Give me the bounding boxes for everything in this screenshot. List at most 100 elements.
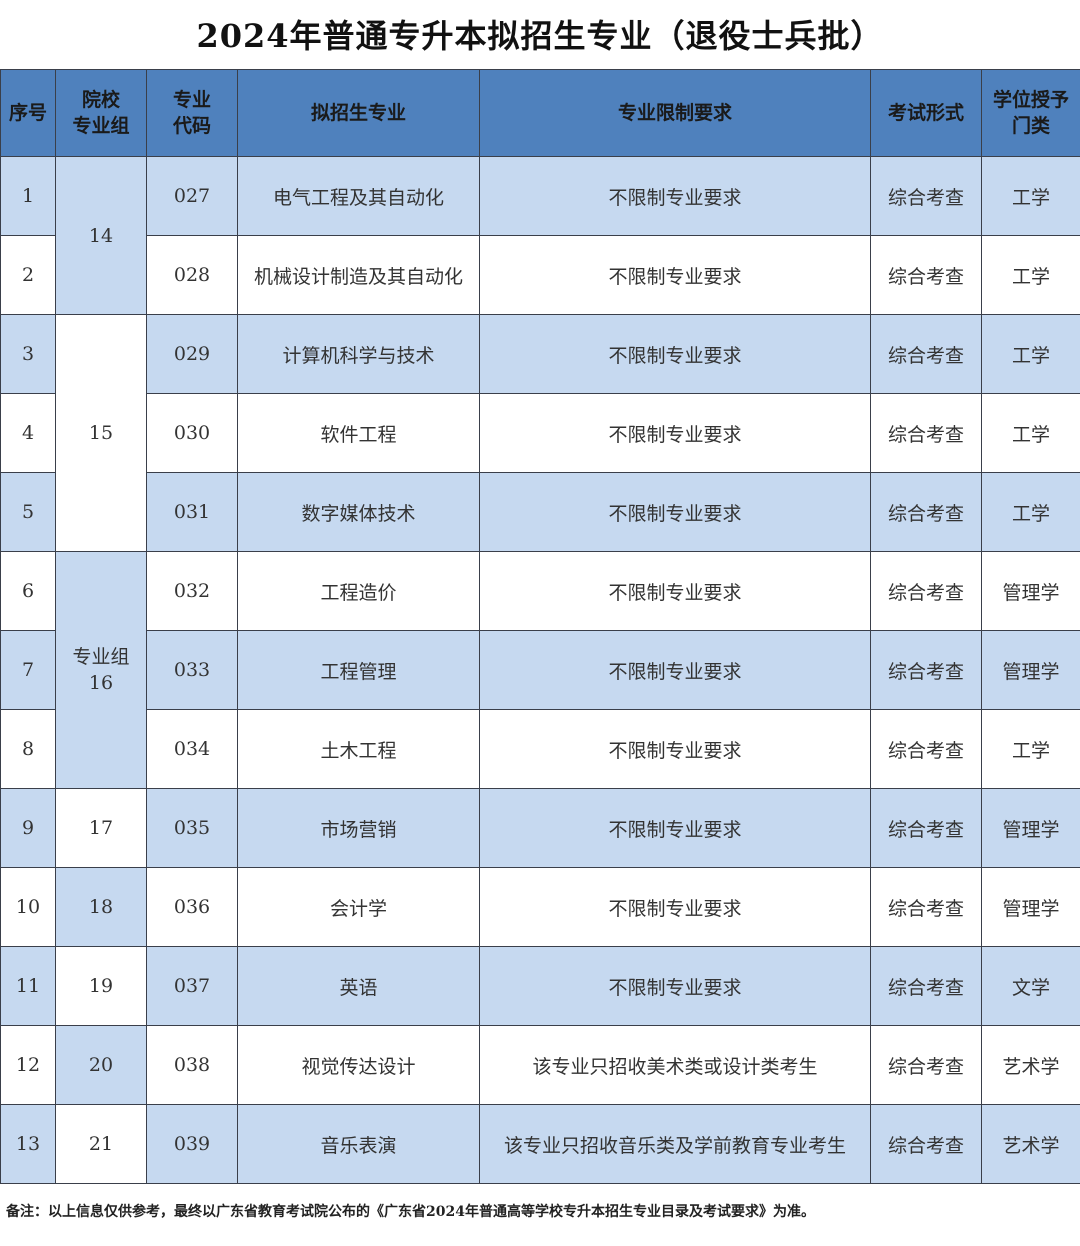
header-exam: 考试形式 bbox=[870, 69, 982, 157]
cell-exam: 综合考查 bbox=[870, 1025, 982, 1105]
cell-group: 18 bbox=[55, 867, 147, 947]
header-major: 拟招生专业 bbox=[237, 69, 480, 157]
cell-code: 032 bbox=[146, 551, 238, 631]
cell-major: 工程造价 bbox=[237, 551, 480, 631]
cell-index: 3 bbox=[0, 314, 56, 394]
table-row: 13 21 039 音乐表演 该专业只招收音乐类及学前教育专业考生 综合考查 艺术学 bbox=[0, 1104, 1080, 1184]
header-group: 院校 专业组 bbox=[55, 69, 147, 157]
cell-code: 036 bbox=[146, 867, 238, 947]
cell-index: 10 bbox=[0, 867, 56, 947]
cell-group: 专业组 16 bbox=[55, 551, 147, 789]
cell-code: 029 bbox=[146, 314, 238, 394]
cell-group: 19 bbox=[55, 946, 147, 1026]
header-requirement: 专业限制要求 bbox=[479, 69, 871, 157]
majors-table: 序号 院校 专业组 专业 代码 拟招生专业 专业限制要求 考试形式 学位授予 门… bbox=[0, 69, 1080, 1184]
cell-degree: 艺术学 bbox=[981, 1104, 1080, 1184]
cell-requirement: 不限制专业要求 bbox=[479, 867, 871, 947]
page-title: 2024年普通专升本拟招生专业（退役士兵批） bbox=[196, 17, 884, 55]
cell-index: 1 bbox=[0, 156, 56, 236]
cell-code: 031 bbox=[146, 472, 238, 552]
cell-group: 21 bbox=[55, 1104, 147, 1184]
cell-exam: 综合考查 bbox=[870, 867, 982, 947]
cell-index: 7 bbox=[0, 630, 56, 710]
footnote: 备注：以上信息仅供参考，最终以广东省教育考试院公布的《广东省2024年普通高等学… bbox=[6, 1204, 815, 1220]
cell-major: 计算机科学与技术 bbox=[237, 314, 480, 394]
cell-group: 14 bbox=[55, 156, 147, 315]
cell-code: 033 bbox=[146, 630, 238, 710]
cell-exam: 综合考查 bbox=[870, 156, 982, 236]
cell-requirement: 不限制专业要求 bbox=[479, 551, 871, 631]
cell-major: 机械设计制造及其自动化 bbox=[237, 235, 480, 315]
cell-degree: 工学 bbox=[981, 709, 1080, 789]
cell-degree: 艺术学 bbox=[981, 1025, 1080, 1105]
cell-group: 15 bbox=[55, 314, 147, 552]
cell-major: 土木工程 bbox=[237, 709, 480, 789]
cell-index: 13 bbox=[0, 1104, 56, 1184]
cell-code: 030 bbox=[146, 393, 238, 473]
cell-exam: 综合考查 bbox=[870, 235, 982, 315]
cell-exam: 综合考查 bbox=[870, 393, 982, 473]
cell-code: 039 bbox=[146, 1104, 238, 1184]
cell-major: 市场营销 bbox=[237, 788, 480, 868]
cell-degree: 文学 bbox=[981, 946, 1080, 1026]
cell-major: 会计学 bbox=[237, 867, 480, 947]
cell-exam: 综合考查 bbox=[870, 709, 982, 789]
table-row: 6 专业组 16 032 工程造价 不限制专业要求 综合考查 管理学 bbox=[0, 551, 1080, 789]
cell-exam: 综合考查 bbox=[870, 472, 982, 552]
cell-degree: 工学 bbox=[981, 393, 1080, 473]
cell-degree: 管理学 bbox=[981, 551, 1080, 631]
cell-index: 8 bbox=[0, 709, 56, 789]
cell-code: 027 bbox=[146, 156, 238, 236]
table-row: 1 14 027 电气工程及其自动化 不限制专业要求 综合考查 工学 bbox=[0, 156, 1080, 315]
cell-requirement: 不限制专业要求 bbox=[479, 946, 871, 1026]
cell-code: 037 bbox=[146, 946, 238, 1026]
cell-major: 英语 bbox=[237, 946, 480, 1026]
cell-degree: 工学 bbox=[981, 314, 1080, 394]
cell-requirement: 不限制专业要求 bbox=[479, 235, 871, 315]
cell-major: 数字媒体技术 bbox=[237, 472, 480, 552]
table-row: 9 17 035 市场营销 不限制专业要求 综合考查 管理学 bbox=[0, 788, 1080, 868]
cell-major: 音乐表演 bbox=[237, 1104, 480, 1184]
cell-index: 2 bbox=[0, 235, 56, 315]
cell-code: 038 bbox=[146, 1025, 238, 1105]
table-row: 2 028 机械设计制造及其自动化 不限制专业要求 综合考查 工学 bbox=[0, 235, 1080, 315]
cell-exam: 综合考查 bbox=[870, 946, 982, 1026]
cell-index: 6 bbox=[0, 551, 56, 631]
cell-index: 12 bbox=[0, 1025, 56, 1105]
cell-degree: 管理学 bbox=[981, 630, 1080, 710]
cell-requirement: 该专业只招收美术类或设计类考生 bbox=[479, 1025, 871, 1105]
cell-index: 9 bbox=[0, 788, 56, 868]
table-row: 12 20 038 视觉传达设计 该专业只招收美术类或设计类考生 综合考查 艺术学 bbox=[0, 1025, 1080, 1105]
header-code: 专业 代码 bbox=[146, 69, 238, 157]
cell-requirement: 不限制专业要求 bbox=[479, 630, 871, 710]
cell-major: 视觉传达设计 bbox=[237, 1025, 480, 1105]
table-row: 4 030 软件工程 不限制专业要求 综合考查 工学 bbox=[0, 393, 1080, 473]
table-row: 3 15 029 计算机科学与技术 不限制专业要求 综合考查 工学 bbox=[0, 314, 1080, 552]
cell-group: 20 bbox=[55, 1025, 147, 1105]
cell-exam: 综合考查 bbox=[870, 788, 982, 868]
cell-requirement: 不限制专业要求 bbox=[479, 314, 871, 394]
cell-degree: 管理学 bbox=[981, 788, 1080, 868]
header-degree: 学位授予 门类 bbox=[981, 69, 1080, 157]
cell-exam: 综合考查 bbox=[870, 1104, 982, 1184]
cell-requirement: 不限制专业要求 bbox=[479, 709, 871, 789]
cell-exam: 综合考查 bbox=[870, 551, 982, 631]
cell-degree: 工学 bbox=[981, 472, 1080, 552]
cell-code: 035 bbox=[146, 788, 238, 868]
cell-requirement: 不限制专业要求 bbox=[479, 393, 871, 473]
cell-degree: 管理学 bbox=[981, 867, 1080, 947]
cell-major: 软件工程 bbox=[237, 393, 480, 473]
header-index: 序号 bbox=[0, 69, 56, 157]
cell-degree: 工学 bbox=[981, 235, 1080, 315]
cell-degree: 工学 bbox=[981, 156, 1080, 236]
cell-index: 4 bbox=[0, 393, 56, 473]
cell-requirement: 不限制专业要求 bbox=[479, 156, 871, 236]
table-row: 8 034 土木工程 不限制专业要求 综合考查 工学 bbox=[0, 709, 1080, 789]
cell-index: 11 bbox=[0, 946, 56, 1026]
cell-index: 5 bbox=[0, 472, 56, 552]
table-row: 11 19 037 英语 不限制专业要求 综合考查 文学 bbox=[0, 946, 1080, 1026]
table-header-row: 序号 院校 专业组 专业 代码 拟招生专业 专业限制要求 考试形式 学位授予 门… bbox=[0, 69, 1080, 157]
cell-major: 工程管理 bbox=[237, 630, 480, 710]
cell-group: 17 bbox=[55, 788, 147, 868]
table-row: 5 031 数字媒体技术 不限制专业要求 综合考查 工学 bbox=[0, 472, 1080, 552]
